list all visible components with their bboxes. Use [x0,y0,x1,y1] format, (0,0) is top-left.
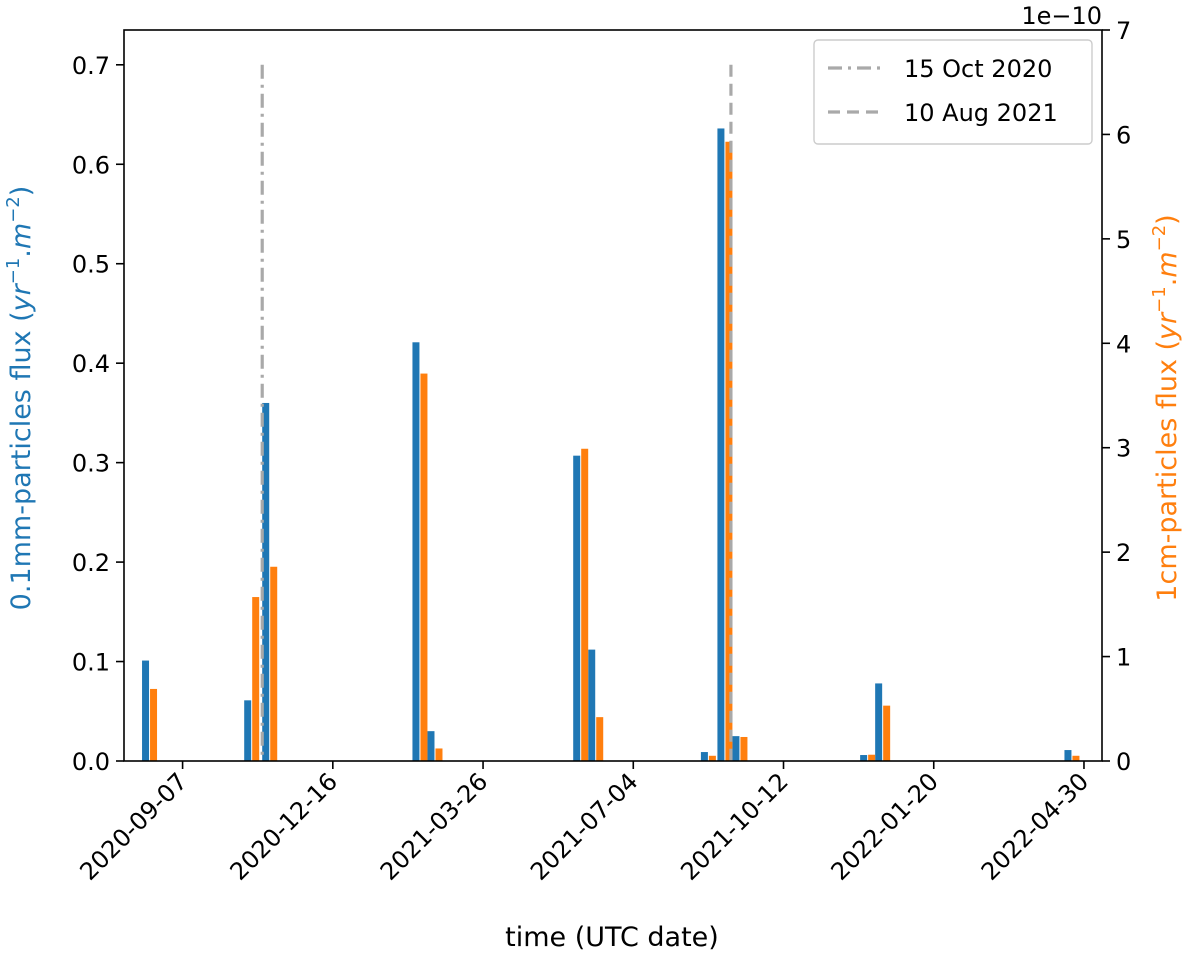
right-tick-label: 0 [1116,748,1131,776]
left-axis-label-close: ) [6,186,37,197]
right-axis-label-close: ) [1152,214,1183,225]
legend-box [813,39,1093,145]
left-axis-label-dot: . [6,249,37,258]
x-tick-label: 2021-10-12 [675,767,793,885]
bar-0p1mm-2021-09-03 [717,128,725,761]
bar-1cm-2021-12-17 [883,705,891,761]
bar-0p1mm-2021-12-17 [875,683,883,761]
right-tick-label: 7 [1116,17,1131,45]
left-tick-label: 0.6 [72,151,110,179]
right-axis-label-m: m [1152,251,1183,277]
right-tick-label: 2 [1116,539,1131,567]
left-tick-label: 0.4 [72,350,110,378]
bar-0p1mm-2021-09-13 [732,736,740,761]
left-tick-label: 0.7 [72,52,110,80]
bars-1cm-series [150,141,1080,762]
x-tick-label: 2021-03-26 [375,767,493,885]
left-axis-label: 0.1mm-particles flux (yr−1.m−2) [3,186,37,611]
bar-1cm-2021-09-03 [725,141,733,762]
legend: 15 Oct 2020 10 Aug 2021 [813,39,1093,145]
bar-0p1mm-2021-05-30 [573,455,581,761]
bar-0p1mm-2022-04-22 [1064,750,1072,761]
left-axis-label-exp2: −2 [3,196,24,223]
legend-label-1: 10 Aug 2021 [904,99,1058,127]
bar-1cm-2021-06-09 [596,717,604,761]
legend-label-0: 15 Oct 2020 [904,55,1052,83]
bar-1cm-2021-05-30 [581,448,589,761]
bar-0p1mm-2021-02-22 [427,731,435,761]
bar-0p1mm-2021-08-23 [700,752,708,761]
plot-frame [123,29,1103,762]
x-tick-label: 2020-12-16 [225,767,343,885]
bar-1cm-2020-08-16 [150,688,158,761]
event-vlines [260,64,733,761]
right-axis-label-yr: yr [1152,311,1183,341]
bar-1cm-2021-09-13 [740,736,748,761]
right-tick-label: 1 [1116,644,1131,672]
right-tick-label: 3 [1116,435,1131,463]
bar-1cm-2021-02-22 [435,748,443,761]
x-tick-label: 2021-07-04 [525,767,643,885]
bar-1cm-2022-04-22 [1072,755,1080,761]
x-tick-label: 2022-04-30 [976,767,1094,885]
left-tick-label: 0.0 [72,748,110,776]
bar-1cm-2021-12-07 [868,754,876,761]
bar-0p1mm-2020-10-23 [244,700,252,761]
x-tick-label: 2020-09-07 [74,767,192,885]
right-axis-label: 1cm-particles flux (yr−1.m−2) [1149,214,1183,601]
bar-0p1mm-2020-11-04 [262,402,270,761]
bar-0p1mm-2021-06-09 [588,649,596,761]
bar-1cm-2020-11-04 [270,566,278,761]
right-axis-label-dot: . [1152,278,1183,287]
right-tick-label: 6 [1116,121,1131,149]
x-axis-label: time (UTC date) [505,922,719,953]
bar-0p1mm-2021-02-12 [412,342,420,761]
right-tick-label: 4 [1116,330,1131,358]
left-tick-label: 0.3 [72,450,110,478]
left-tick-label: 0.1 [72,649,110,677]
left-tick-label: 0.5 [72,251,110,279]
right-axis-offset-text: 1e−10 [1021,2,1102,30]
right-axis-label-exp2: −2 [1149,225,1170,252]
left-axis-label-m: m [6,223,37,249]
bar-0p1mm-2020-08-16 [142,660,150,761]
bar-1cm-2021-02-12 [420,373,428,761]
bar-1cm-2020-10-23 [252,597,260,761]
right-axis-label-exp1: −1 [1149,286,1170,313]
left-axis-label-yr: yr [6,282,37,312]
right-axis-label-text: 1cm-particles flux ( [1152,340,1183,602]
x-tick-label: 2022-01-20 [826,767,944,885]
bars-0p1mm-series [142,128,1072,761]
bar-1cm-2021-08-23 [708,755,716,761]
bar-0p1mm-2021-12-07 [860,755,868,761]
left-axis-label-text: 0.1mm-particles flux ( [6,311,37,610]
left-tick-label: 0.2 [72,549,110,577]
left-axis-label-exp1: −1 [3,258,24,285]
right-tick-label: 5 [1116,226,1131,254]
